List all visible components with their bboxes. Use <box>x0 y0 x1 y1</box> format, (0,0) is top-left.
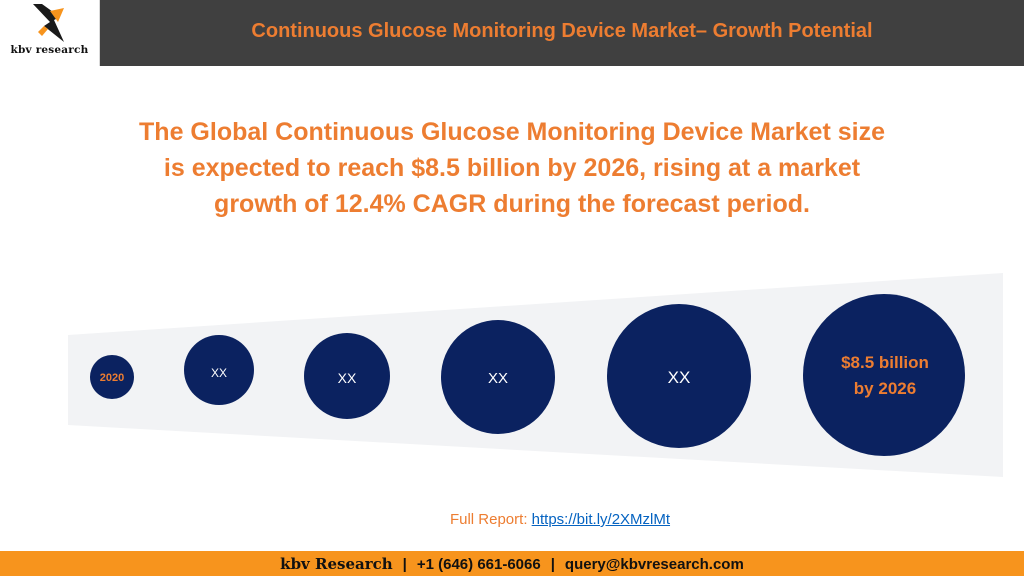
bubble-2026 <box>803 294 965 456</box>
headline-line-1: The Global Continuous Glucose Monitoring… <box>139 118 885 146</box>
logo-text: kbv research <box>10 44 89 56</box>
footer-email[interactable]: query@kbvresearch.com <box>564 556 744 573</box>
bubble-label-step-2: XX <box>337 370 357 386</box>
bubble-label-2026: $8.5 billion by 2026 <box>810 350 960 402</box>
footer-bar: kbv Research | +1 (646) 661-6066 | query@kbv… <box>0 551 1024 576</box>
full-report-link[interactable]: https://bit.ly/2XMzlMt <box>531 511 671 528</box>
bubble-step-3 <box>441 320 555 434</box>
footer-separator: | <box>550 556 555 573</box>
footer-separator: | <box>402 556 407 573</box>
header-bar: kbv research Continuous Glucose Monitori… <box>0 0 1024 66</box>
logo[interactable]: kbv research <box>0 0 100 66</box>
bubble-label-2020: 2020 <box>99 372 125 384</box>
bubble-step-2 <box>304 333 390 419</box>
footer-brand: kbv Research <box>280 555 393 573</box>
headline-line-2: is expected to reach $8.5 billion by 202… <box>163 154 861 182</box>
full-report-label: Full Report: <box>449 511 532 528</box>
final-year: by 2026 <box>853 379 917 398</box>
bubble-label-step-1: XX <box>210 366 227 380</box>
bubble-2020 <box>90 355 134 399</box>
full-report: Full Report: https://bit.ly/2XMzlMt <box>0 511 1024 528</box>
bubble-label-step-4: XX <box>667 368 691 387</box>
headline: The Global Continuous Glucose Monitoring… <box>112 114 912 222</box>
footer-phone[interactable]: +1 (646) 661-6066 <box>416 556 541 573</box>
bubble-step-1 <box>184 335 254 405</box>
headline-line-3: growth of 12.4% CAGR during the forecast… <box>214 190 810 218</box>
bubble-label-step-3: XX <box>487 370 508 387</box>
final-value: $8.5 billion <box>841 353 929 372</box>
logo-arrow-icon <box>33 4 64 42</box>
page-title: Continuous Glucose Monitoring Device Mar… <box>251 20 873 42</box>
bubble-step-4 <box>607 304 751 448</box>
